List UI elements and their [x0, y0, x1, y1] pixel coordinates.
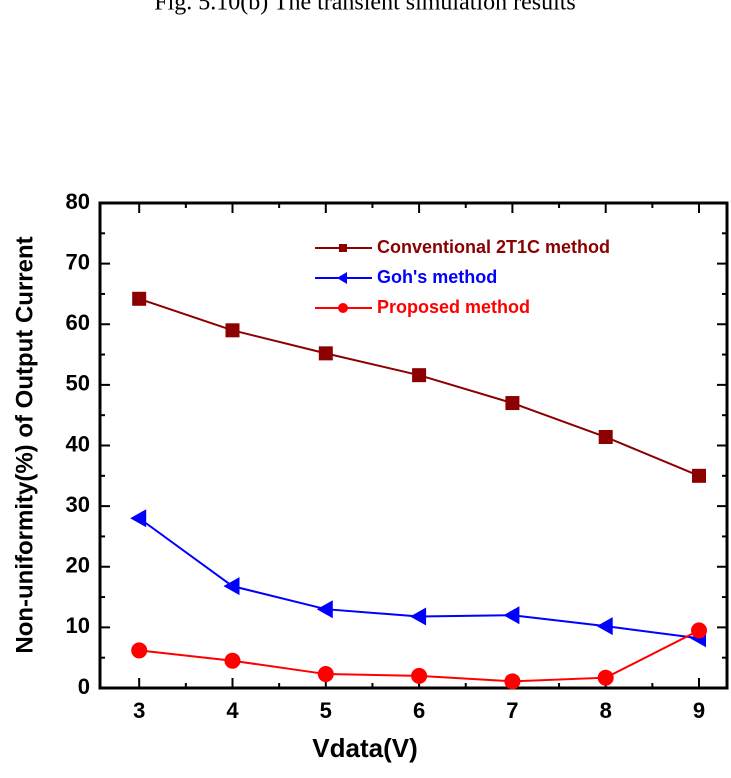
marker: [339, 244, 347, 252]
x-tick-label: 3: [133, 698, 145, 723]
y-tick-label: 20: [66, 553, 90, 578]
y-axis-label: Non-uniformity(%) of Output Current: [11, 236, 38, 653]
marker: [412, 368, 426, 382]
chart-title: Fig. 5.10(b) The transient simulation re…: [154, 0, 576, 16]
y-tick-label: 40: [66, 431, 90, 456]
y-tick-label: 80: [66, 189, 90, 214]
marker: [599, 430, 613, 444]
series-line: [139, 299, 699, 476]
marker: [319, 346, 333, 360]
y-tick-label: 60: [66, 310, 90, 335]
marker: [337, 272, 347, 284]
marker: [411, 668, 427, 684]
x-tick-label: 7: [506, 698, 518, 723]
x-tick-label: 9: [693, 698, 705, 723]
marker: [318, 666, 334, 682]
marker: [223, 577, 239, 595]
y-tick-label: 30: [66, 492, 90, 517]
x-tick-label: 8: [600, 698, 612, 723]
marker: [224, 653, 240, 669]
y-tick-label: 70: [66, 249, 90, 274]
x-tick-label: 6: [413, 698, 425, 723]
marker: [504, 673, 520, 689]
marker: [225, 323, 239, 337]
marker: [317, 600, 333, 618]
marker: [338, 303, 348, 313]
y-tick-label: 0: [78, 674, 90, 699]
marker: [692, 469, 706, 483]
chart: Fig. 5.10(b) The transient simulation re…: [0, 0, 731, 778]
legend-label: Proposed method: [377, 297, 530, 317]
marker: [130, 509, 146, 527]
marker: [131, 642, 147, 658]
marker: [503, 606, 519, 624]
marker: [597, 617, 613, 635]
legend-label: Conventional 2T1C method: [377, 237, 610, 257]
marker: [505, 396, 519, 410]
legend-label: Goh's method: [377, 267, 497, 287]
marker: [598, 670, 614, 686]
x-tick-label: 5: [320, 698, 332, 723]
y-tick-label: 10: [66, 613, 90, 638]
marker: [132, 292, 146, 306]
y-tick-label: 50: [66, 371, 90, 396]
x-tick-label: 4: [226, 698, 239, 723]
marker: [691, 622, 707, 638]
x-axis-label: Vdata(V): [312, 733, 417, 763]
marker: [410, 607, 426, 625]
